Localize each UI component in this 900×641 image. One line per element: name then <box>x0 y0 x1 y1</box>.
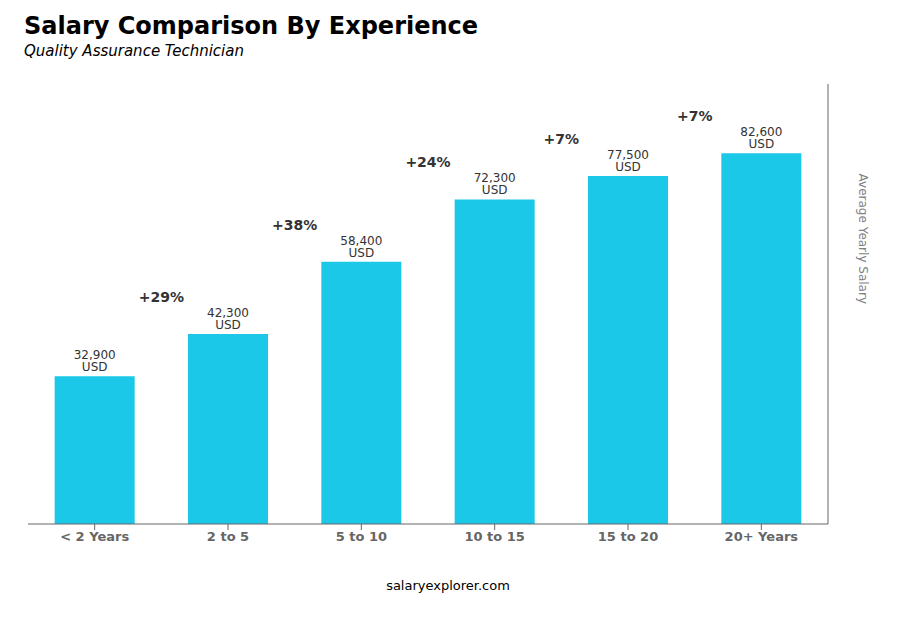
svg-text:+29%: +29% <box>139 289 184 305</box>
svg-text:42,300USD: 42,300USD <box>207 306 249 332</box>
svg-text:+24%: +24% <box>405 154 450 170</box>
svg-text:10 to 15: 10 to 15 <box>464 529 524 544</box>
svg-text:2 to 5: 2 to 5 <box>207 529 249 544</box>
html-text:Salary Comparison By Experienc: Salary Comparison By Experience <box>24 12 479 40</box>
svg-text:5 to 10: 5 to 10 <box>336 529 387 544</box>
svg-text:72,300USD: 72,300USD <box>474 171 516 197</box>
svg-text:+7%: +7% <box>544 131 580 147</box>
svg-text:20+ Years: 20+ Years <box>725 529 799 544</box>
html-text:salaryexplorer.com: salaryexplorer.com <box>386 578 510 593</box>
svg-text:15 to 20: 15 to 20 <box>598 529 658 544</box>
svg-text:82,600USD: 82,600USD <box>740 125 782 151</box>
svg-text:+7%: +7% <box>677 108 713 124</box>
svg-text:58,400USD: 58,400USD <box>340 234 382 260</box>
svg-text:Average Yearly Salary: Average Yearly Salary <box>856 174 870 304</box>
svg-text:32,900USD: 32,900USD <box>74 348 116 374</box>
svg-text:77,500USD: 77,500USD <box>607 148 649 174</box>
html-text:Quality Assurance Technician: Quality Assurance Technician <box>24 42 244 60</box>
svg-text:< 2 Years: < 2 Years <box>60 529 129 544</box>
svg-text:+38%: +38% <box>272 217 317 233</box>
